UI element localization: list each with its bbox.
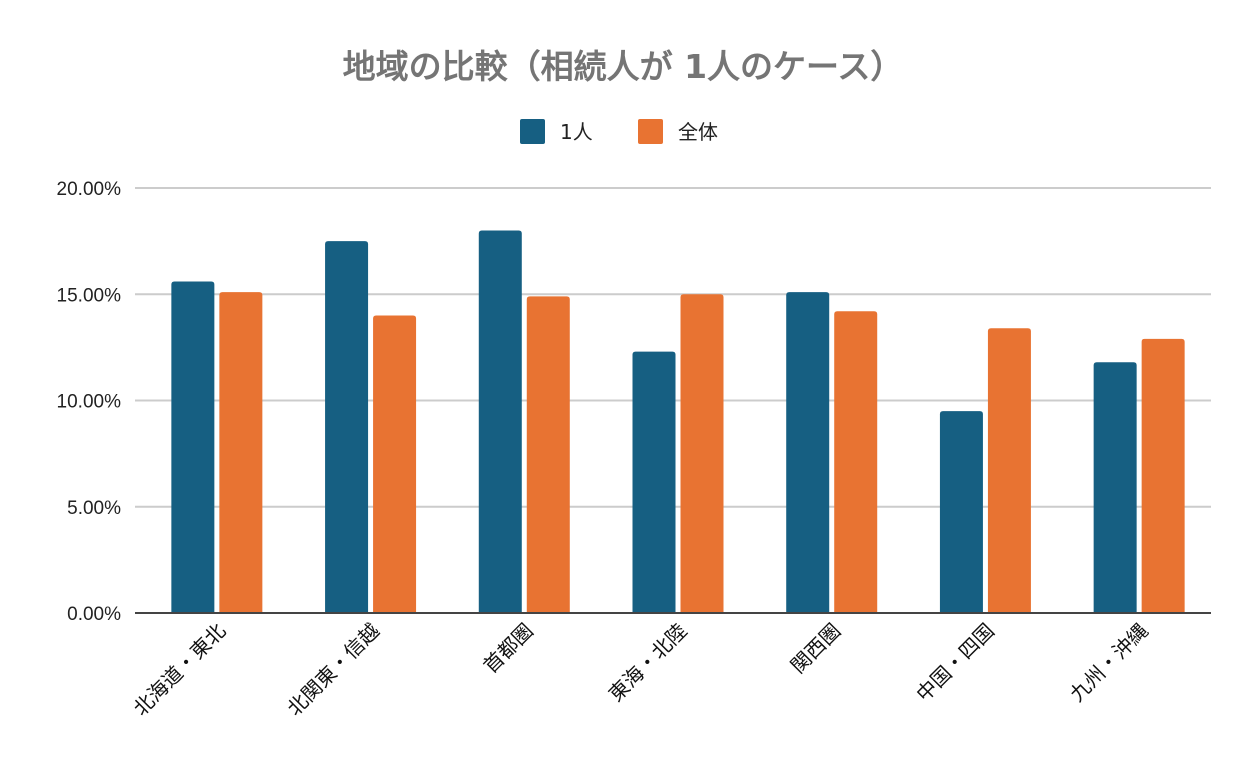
- bar-group: 関西圏 / 1人: 15.10%関西圏 / 全体: 14.20%: [786, 292, 878, 613]
- bar-group: 北海道・東北 / 1人: 15.60%北海道・東北 / 全体: 15.10%: [171, 281, 263, 613]
- x-axis-category-labels: 北海道・東北 北関東・信越 首都圏 東海・北陸 関西圏 中国・四国 九州・沖縄: [129, 619, 1153, 721]
- bar-overall: 北海道・東北 / 全体: 15.10%: [219, 292, 263, 613]
- y-tick-label: 20.00%: [57, 179, 122, 200]
- legend-label: 1人: [560, 120, 593, 144]
- x-category-label: 首都圏: [478, 619, 537, 678]
- legend: 1人 全体: [520, 119, 718, 144]
- bar-single-heir: 九州・沖縄 / 1人: 11.80%: [1093, 362, 1137, 613]
- bar-single-heir: 北海道・東北 / 1人: 15.60%: [171, 281, 215, 613]
- bar-single-heir: 北関東・信越 / 1人: 17.50%: [325, 241, 369, 613]
- bar-overall: 北関東・信越 / 全体: 14.00%: [373, 315, 417, 613]
- x-category-label: 中国・四国: [911, 619, 999, 707]
- bar-overall: 関西圏 / 全体: 14.20%: [834, 311, 878, 613]
- bar-group: 首都圏 / 1人: 18.00%首都圏 / 全体: 14.90%: [478, 230, 570, 613]
- bar-single-heir: 関西圏 / 1人: 15.10%: [786, 292, 830, 613]
- legend-item-overall: 全体: [638, 119, 718, 144]
- bars: 北海道・東北 / 1人: 15.60%北海道・東北 / 全体: 15.10% 北関…: [171, 230, 1185, 613]
- bar-overall: 首都圏 / 全体: 14.90%: [526, 296, 570, 613]
- x-category-label: 北関東・信越: [282, 619, 384, 721]
- bar-overall: 九州・沖縄 / 全体: 12.90%: [1141, 338, 1185, 613]
- legend-swatch: [520, 119, 545, 144]
- x-category-label: 北海道・東北: [129, 619, 231, 721]
- x-category-label: 東海・北陸: [604, 619, 692, 707]
- x-category-label: 九州・沖縄: [1065, 619, 1153, 707]
- bar-group: 東海・北陸 / 1人: 12.30%東海・北陸 / 全体: 15.00%: [632, 294, 724, 613]
- bar-single-heir: 首都圏 / 1人: 18.00%: [478, 230, 522, 613]
- y-tick-label: 10.00%: [57, 392, 122, 413]
- bar-overall: 中国・四国 / 全体: 13.40%: [987, 328, 1031, 613]
- x-category-label: 関西圏: [786, 619, 845, 678]
- y-tick-label: 0.00%: [67, 604, 121, 625]
- bar-group: 中国・四国 / 1人: 9.50%中国・四国 / 全体: 13.40%: [939, 328, 1031, 613]
- bar-group: 北関東・信越 / 1人: 17.50%北関東・信越 / 全体: 14.00%: [325, 241, 417, 613]
- bar-single-heir: 中国・四国 / 1人: 9.50%: [939, 411, 983, 613]
- bar-group: 九州・沖縄 / 1人: 11.80%九州・沖縄 / 全体: 12.90%: [1093, 338, 1185, 613]
- legend-swatch: [638, 119, 663, 144]
- y-tick-label: 15.00%: [57, 285, 122, 306]
- chart-title: 地域の比較（相続人が 1人のケース）: [343, 47, 904, 86]
- bar-single-heir: 東海・北陸 / 1人: 12.30%: [632, 351, 676, 613]
- legend-label: 全体: [678, 120, 718, 144]
- bar-overall: 東海・北陸 / 全体: 15.00%: [680, 294, 724, 613]
- y-tick-label: 5.00%: [67, 498, 121, 519]
- y-axis-tick-labels: 0.00% 5.00% 10.00% 15.00% 20.00%: [57, 179, 122, 625]
- legend-item-single-heir: 1人: [520, 119, 593, 144]
